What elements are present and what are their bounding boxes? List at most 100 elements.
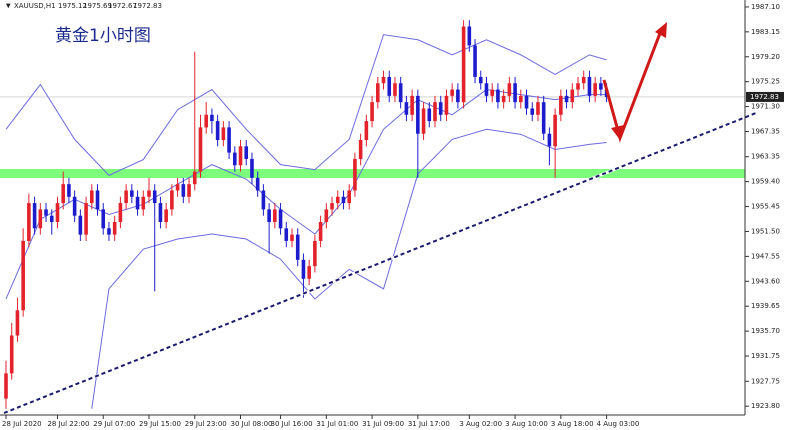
candle-body — [44, 209, 48, 216]
candle-body — [541, 102, 546, 134]
candle-body — [278, 209, 283, 229]
header-value: 1972.83 — [133, 2, 162, 10]
candle-body — [295, 234, 300, 260]
x-tick-label: 29 Jul 23:00 — [185, 420, 227, 428]
candle-body — [467, 26, 472, 46]
candle-body — [238, 146, 243, 166]
band-line — [5, 34, 607, 176]
y-tick-label: 1935.70 — [751, 327, 780, 335]
header-value: 1975.69 — [83, 2, 112, 10]
trendline — [3, 112, 757, 414]
candle-body — [450, 89, 454, 96]
candle-body — [210, 114, 214, 122]
candle-body — [15, 310, 20, 336]
candle-body — [255, 177, 260, 191]
candle-body — [593, 83, 597, 96]
candle-body — [72, 196, 77, 216]
candle-body — [101, 209, 106, 229]
x-tick-label: 29 Jul 15:00 — [139, 420, 181, 428]
candle-body — [536, 102, 540, 115]
candle-body — [84, 203, 88, 235]
candle-body — [564, 95, 569, 103]
x-tick-label: 3 Aug 18:00 — [551, 420, 594, 428]
candle-body — [250, 158, 254, 178]
candle-body — [393, 83, 397, 96]
header-value: 1975.12 — [58, 2, 87, 10]
candle-body — [456, 89, 460, 103]
candle-body — [284, 228, 289, 241]
candle-body — [95, 190, 100, 210]
y-tick-label: 1947.55 — [751, 252, 780, 260]
candle-body — [130, 190, 134, 197]
candle-body — [49, 215, 54, 223]
chart-title: 黄金1小时图 — [55, 26, 151, 46]
y-tick-label: 1951.50 — [751, 227, 780, 235]
candle-body — [152, 190, 157, 204]
candle-body — [324, 209, 329, 223]
candle-body — [547, 133, 552, 147]
y-tick-label: 1983.15 — [751, 28, 780, 36]
y-tick-label: 1943.60 — [751, 277, 780, 285]
candle-body — [9, 335, 14, 374]
candle-body — [147, 190, 151, 197]
symbol-marker: ▼ — [6, 3, 11, 10]
candle-body — [461, 26, 466, 103]
candle-body — [307, 266, 311, 279]
candle-body — [433, 102, 437, 122]
candle-body — [376, 83, 380, 103]
candle-body — [112, 222, 117, 235]
candle-body — [55, 203, 60, 223]
support-zone — [0, 169, 745, 178]
y-tick-label: 1979.20 — [751, 53, 780, 61]
candle-body — [267, 209, 271, 223]
candle-body — [438, 102, 443, 115]
candle-body — [490, 89, 494, 96]
y-tick-label: 1959.40 — [751, 178, 780, 186]
candle-body — [233, 152, 237, 166]
x-tick-label: 29 Jul 07:00 — [93, 420, 135, 428]
candle-body — [78, 215, 83, 235]
candle-body — [587, 76, 592, 96]
y-tick-label: 1971.30 — [751, 103, 780, 111]
candle-body — [32, 203, 37, 229]
candle-body — [301, 259, 306, 279]
candle-body — [358, 140, 363, 159]
arrow-head — [611, 125, 624, 140]
candle-body — [381, 76, 386, 84]
candle-body — [501, 95, 506, 103]
x-tick-label: 30 Jul 08:00 — [231, 420, 273, 428]
x-tick-label: 30 Jul 16:00 — [271, 420, 313, 428]
candle-body — [215, 121, 220, 141]
plot-area — [4, 20, 609, 409]
last-price-box — [746, 91, 784, 102]
candle-body — [398, 83, 403, 103]
candle-body — [559, 95, 563, 115]
symbol: XAUUSD,H1 — [14, 2, 56, 10]
candle-body — [198, 127, 203, 172]
x-tick-label: 3 Aug 02:00 — [459, 420, 502, 428]
x-tick-label: 31 Jul 09:00 — [362, 420, 404, 428]
candle-body — [473, 45, 477, 77]
candle-body — [484, 83, 489, 96]
candle-body — [124, 190, 128, 204]
candle-body — [273, 209, 277, 223]
candle-body — [181, 184, 186, 197]
y-tick-label: 1923.80 — [751, 402, 780, 410]
candle-body — [410, 95, 414, 115]
x-tick-label: 4 Aug 03:00 — [597, 420, 640, 428]
x-tick-label: 31 Jul 01:00 — [316, 420, 358, 428]
candle-body — [38, 209, 43, 229]
last-price-label: 1972.83 — [750, 93, 779, 101]
candle-body — [599, 83, 603, 90]
candle-body — [90, 190, 94, 204]
candle-body — [507, 83, 512, 96]
x-tick-label: 28 Jul 2020 — [2, 420, 42, 428]
candle-body — [347, 190, 351, 204]
candle-body — [21, 240, 25, 311]
y-tick-label: 1939.65 — [751, 302, 780, 310]
candle-body — [570, 89, 575, 103]
candle-body — [341, 196, 346, 204]
y-tick-label: 1963.35 — [751, 153, 780, 161]
candle-body — [61, 184, 65, 204]
